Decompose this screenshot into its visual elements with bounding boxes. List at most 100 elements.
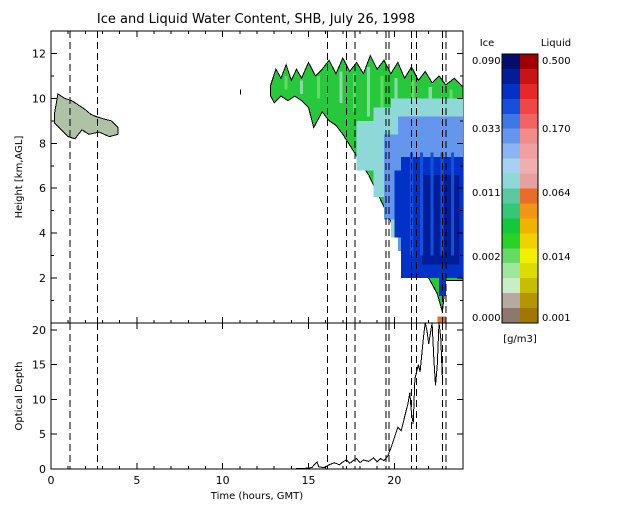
colorbar-liquid-swatch xyxy=(520,68,538,85)
colorbar-ice-swatch xyxy=(502,278,520,294)
bottom-y-tick-label: 10 xyxy=(32,393,46,406)
top-y-tick-label: 4 xyxy=(39,227,46,240)
bottom-y-axis-label: Optical Depth xyxy=(14,362,25,431)
colorbar-liquid-swatch xyxy=(520,293,538,309)
cloud-filament xyxy=(366,66,370,117)
colorbar-ice-swatch xyxy=(502,218,520,234)
colorbar-liquid-label: 0.170 xyxy=(542,124,571,135)
colorbar-liquid-swatch xyxy=(520,173,538,189)
bottom-y-tick-label: 5 xyxy=(39,428,46,441)
colorbar-ice-swatch xyxy=(502,158,520,175)
colorbar-liquid-swatch xyxy=(520,98,538,115)
cloud-filament xyxy=(284,75,288,90)
colorbar-liquid-swatch xyxy=(520,143,538,160)
colorbar-ice-swatch xyxy=(502,98,520,115)
x-tick-label: 15 xyxy=(302,474,316,487)
colorbar-liquid-swatch xyxy=(520,203,538,219)
colorbar-liquid-swatch xyxy=(520,113,538,130)
cloud-speck xyxy=(239,89,241,95)
colorbar-liquid-swatch xyxy=(520,248,538,264)
chart-title: Ice and Liquid Water Content, SHB, July … xyxy=(97,12,415,27)
colorbar-ice-label: 0.000 xyxy=(472,313,501,324)
colorbar-liquid-swatch xyxy=(520,83,538,100)
cloud-filament xyxy=(339,71,343,103)
colorbar-liquid-label: 0.014 xyxy=(542,252,571,263)
colorbar-ice-swatch xyxy=(502,188,520,204)
cloud-ice-streak xyxy=(409,152,413,256)
colorbar: 0.090 0.033 0.011 0.002 0.000 0.500 0.170 0.064… xyxy=(472,53,571,324)
top-y-axis-label: Height [km,AGL] xyxy=(14,136,25,219)
bottom-y-axis: 0 5 10 15 20 xyxy=(32,324,463,476)
cloud-ice-streak xyxy=(430,152,434,256)
top-y-axis: 2 4 6 8 10 12 xyxy=(32,47,463,302)
x-axis: 0 5 10 15 20 xyxy=(48,31,447,487)
colorbar-units: [g/m3] xyxy=(503,334,537,345)
cloud-filament xyxy=(380,75,384,108)
colorbar-ice-swatch xyxy=(502,203,520,219)
x-tick-label: 0 xyxy=(48,474,55,487)
cirrus-patch-early xyxy=(53,93,119,140)
colorbar-frame xyxy=(501,53,539,324)
cloud-field xyxy=(53,54,464,323)
cloud-filament xyxy=(449,89,453,99)
liquid-water-patch xyxy=(437,316,446,323)
optical-depth-series xyxy=(274,322,443,470)
colorbar-ice-swatch xyxy=(502,143,520,160)
colorbar-ice-swatch xyxy=(502,68,520,85)
cloud-filament xyxy=(394,78,398,103)
x-tick-label: 5 xyxy=(133,474,140,487)
cloud-filament xyxy=(317,75,321,99)
colorbar-liquid-label: 0.001 xyxy=(542,313,571,324)
x-tick-label: 20 xyxy=(387,474,401,487)
colorbar-ice-label: 0.002 xyxy=(472,252,501,263)
cloud-filament xyxy=(428,87,432,99)
bottom-y-tick-label: 15 xyxy=(32,359,46,372)
colorbar-liquid-swatch xyxy=(520,218,538,234)
colorbar-ice-swatch xyxy=(502,248,520,264)
colorbar-ice-title: Ice xyxy=(480,38,495,49)
bottom-panel-frame xyxy=(50,322,464,470)
colorbar-ice-swatch xyxy=(502,173,520,189)
top-y-tick-label: 6 xyxy=(39,182,46,195)
top-y-tick-label: 8 xyxy=(39,137,46,150)
colorbar-ice-label: 0.011 xyxy=(472,188,501,199)
cloud-filament xyxy=(411,80,415,101)
colorbar-ice-swatch xyxy=(502,308,520,324)
colorbar-liquid-swatch xyxy=(520,233,538,249)
top-y-tick-label: 2 xyxy=(39,272,46,285)
colorbar-liquid-swatch xyxy=(520,278,538,294)
cloud-filament xyxy=(299,80,303,94)
cloud-teal-region xyxy=(356,120,378,171)
colorbar-ice-swatch xyxy=(502,83,520,100)
cloud-ice-streak xyxy=(440,152,444,256)
colorbar-liquid-swatch xyxy=(520,128,538,145)
cloud-ice-streak xyxy=(451,152,454,256)
cloud-ice-streak xyxy=(420,152,424,256)
colorbar-liquid-title: Liquid xyxy=(541,38,571,49)
colorbar-ice-swatch xyxy=(502,128,520,145)
colorbar-liquid-swatch xyxy=(520,188,538,204)
optical-depth-line xyxy=(274,322,443,470)
colorbar-liquid-swatch xyxy=(520,54,538,70)
colorbar-ice-label: 0.033 xyxy=(472,124,501,135)
x-axis-label: Time (hours, GMT) xyxy=(210,491,304,502)
colorbar-liquid-swatch xyxy=(520,263,538,279)
colorbar-ice-swatch xyxy=(502,113,520,130)
x-tick-label: 10 xyxy=(216,474,230,487)
colorbar-ice-swatch xyxy=(502,263,520,279)
colorbar-liquid-swatch xyxy=(520,308,538,324)
top-panel-dashed-lines xyxy=(69,31,447,323)
colorbar-liquid-label: 0.500 xyxy=(542,56,571,67)
colorbar-ice-swatch xyxy=(502,233,520,249)
bottom-y-tick-label: 0 xyxy=(39,463,46,476)
bottom-y-tick-label: 20 xyxy=(32,324,46,337)
cloud-dense-ice-region xyxy=(394,170,405,238)
colorbar-ice-swatch xyxy=(502,293,520,309)
bottom-panel-dashed-lines xyxy=(69,323,447,469)
top-y-tick-label: 12 xyxy=(32,47,46,60)
top-y-tick-label: 10 xyxy=(32,92,46,105)
colorbar-ice-swatch xyxy=(502,54,520,70)
colorbar-ice-label: 0.090 xyxy=(472,56,501,67)
colorbar-liquid-label: 0.064 xyxy=(542,188,571,199)
